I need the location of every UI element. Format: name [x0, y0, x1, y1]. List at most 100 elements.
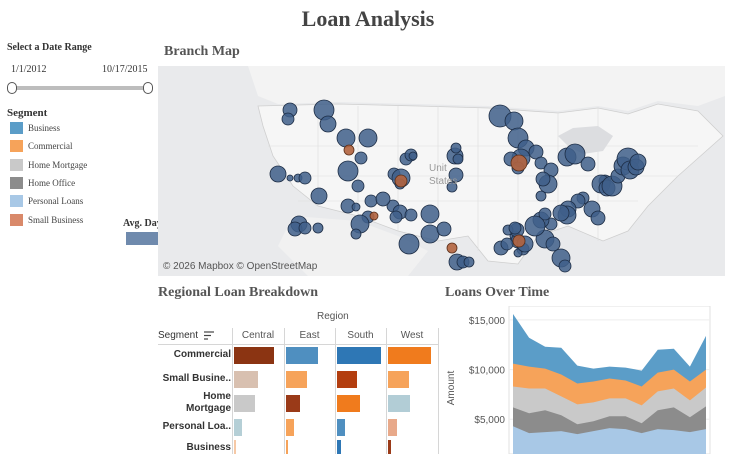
branch-marker[interactable]: [337, 160, 359, 182]
region-bar[interactable]: [234, 440, 236, 454]
branch-marker[interactable]: [452, 153, 464, 165]
region-bar[interactable]: [337, 418, 346, 436]
branch-marker[interactable]: [350, 228, 362, 240]
region-bar[interactable]: [388, 418, 398, 436]
branch-marker[interactable]: [336, 128, 356, 148]
region-bar[interactable]: [286, 418, 295, 436]
region-bar[interactable]: [337, 346, 382, 364]
branch-marker[interactable]: [358, 128, 378, 148]
branch-marker[interactable]: [538, 207, 552, 221]
segment-row-label[interactable]: Small Busine..: [162, 373, 231, 384]
branch-marker[interactable]: [504, 111, 524, 131]
branch-marker-highlight[interactable]: [394, 174, 408, 188]
branch-marker[interactable]: [420, 204, 440, 224]
branch-marker[interactable]: [312, 222, 324, 234]
branch-marker[interactable]: [558, 259, 572, 273]
branch-marker[interactable]: [319, 115, 337, 133]
region-bar[interactable]: [388, 394, 411, 412]
branch-marker[interactable]: [286, 174, 294, 182]
branch-marker[interactable]: [310, 187, 328, 205]
area-series-personal-loans[interactable]: [513, 426, 706, 454]
branch-marker[interactable]: [580, 156, 596, 172]
date-range-end-handle[interactable]: [143, 82, 153, 94]
region-bar[interactable]: [286, 370, 307, 388]
branch-marker[interactable]: [404, 208, 418, 222]
legend-item-small-business[interactable]: Small Business: [10, 213, 83, 227]
region-column-header[interactable]: West: [400, 330, 424, 341]
branch-marker-highlight[interactable]: [512, 234, 526, 248]
region-bar[interactable]: [388, 440, 391, 454]
legend-item-commercial[interactable]: Commercial: [10, 139, 73, 153]
branch-marker-highlight[interactable]: [369, 211, 379, 221]
region-bar[interactable]: [337, 440, 341, 454]
branch-marker[interactable]: [513, 248, 523, 258]
branch-marker[interactable]: [450, 142, 462, 154]
branch-marker[interactable]: [508, 221, 522, 235]
region-bar[interactable]: [388, 346, 432, 364]
branch-marker[interactable]: [398, 233, 420, 255]
branch-marker[interactable]: [436, 221, 452, 237]
branch-marker[interactable]: [298, 171, 312, 185]
sort-icon[interactable]: [204, 331, 214, 340]
date-range-start-handle[interactable]: [7, 82, 17, 94]
table-grid-line: [386, 328, 387, 454]
branch-marker[interactable]: [354, 151, 368, 165]
loans-area-chart[interactable]: $15,000 $10,000 $5,000 Amount: [443, 306, 736, 454]
branch-marker[interactable]: [463, 256, 475, 268]
branch-markers: [269, 99, 647, 273]
branch-marker[interactable]: [364, 194, 378, 208]
region-column-header[interactable]: Central: [241, 330, 275, 341]
legend-label: Commercial: [28, 141, 73, 152]
branch-marker[interactable]: [590, 210, 606, 226]
branch-marker-highlight[interactable]: [446, 242, 458, 254]
region-bar[interactable]: [337, 370, 357, 388]
region-bar[interactable]: [286, 394, 301, 412]
branch-marker[interactable]: [500, 237, 514, 251]
branch-marker[interactable]: [351, 179, 365, 193]
branch-marker[interactable]: [448, 167, 464, 183]
branch-marker-highlight[interactable]: [343, 144, 355, 156]
branch-marker[interactable]: [408, 151, 418, 161]
region-column-header[interactable]: East: [299, 330, 320, 341]
branch-marker[interactable]: [534, 156, 548, 170]
branch-marker[interactable]: [269, 165, 287, 183]
branch-marker[interactable]: [281, 112, 295, 126]
region-bar[interactable]: [234, 394, 255, 412]
legend-item-home-office[interactable]: Home Office: [10, 176, 75, 190]
branch-marker[interactable]: [375, 191, 391, 207]
region-bar[interactable]: [337, 394, 360, 412]
branch-marker[interactable]: [564, 143, 586, 165]
legend-item-home-mortgage[interactable]: Home Mortgage: [10, 158, 87, 172]
branch-marker[interactable]: [524, 215, 546, 237]
legend-label: Personal Loans: [28, 196, 84, 207]
region-bar[interactable]: [234, 418, 243, 436]
region-column-header[interactable]: South: [347, 330, 374, 341]
branch-marker-highlight[interactable]: [510, 154, 528, 172]
segment-row-label[interactable]: Business: [186, 442, 231, 453]
branch-marker[interactable]: [629, 153, 647, 171]
branch-marker[interactable]: [298, 221, 312, 235]
map-credit[interactable]: © 2026 Mapbox © OpenStreetMap: [163, 261, 318, 272]
region-bar[interactable]: [234, 346, 275, 364]
segment-row-label[interactable]: Personal Loa..: [162, 421, 231, 432]
legend-item-personal-loans[interactable]: Personal Loans: [10, 194, 83, 208]
branch-map[interactable]: Unit States: [158, 66, 725, 276]
branch-marker[interactable]: [545, 236, 561, 252]
branch-marker[interactable]: [351, 202, 361, 212]
segment-row-label[interactable]: Home Mortgage: [186, 391, 231, 414]
regional-table: Segment Central East South West Commercial Sm…: [158, 310, 439, 454]
branch-marker[interactable]: [420, 224, 440, 244]
segment-row-label[interactable]: Commercial: [173, 349, 231, 360]
legend-item-business[interactable]: Business: [10, 121, 60, 135]
branch-marker[interactable]: [528, 144, 544, 160]
region-bar[interactable]: [286, 346, 319, 364]
branch-marker[interactable]: [535, 190, 547, 202]
branch-marker[interactable]: [446, 181, 458, 193]
date-range-slider[interactable]: [12, 86, 148, 90]
branch-marker[interactable]: [389, 210, 403, 224]
branch-marker[interactable]: [535, 171, 551, 187]
region-bar[interactable]: [234, 370, 258, 388]
branch-marker[interactable]: [552, 204, 570, 222]
region-bar[interactable]: [286, 440, 289, 454]
region-bar[interactable]: [388, 370, 410, 388]
